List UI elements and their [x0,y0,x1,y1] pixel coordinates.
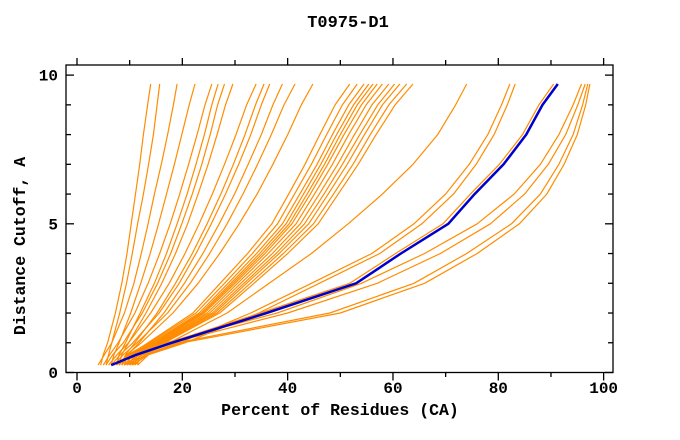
x-tick-label: 20 [173,380,192,398]
x-tick-label: 40 [278,380,297,398]
y-tick-label: 10 [39,68,58,86]
y-tick-label: 0 [48,365,58,383]
highlight-curve [110,83,559,367]
prediction-curve [105,83,226,366]
prediction-curve [116,83,358,366]
x-tick-label: 80 [489,380,508,398]
prediction-curve [137,83,516,366]
prediction-curve [123,83,390,366]
curves-group [97,83,591,367]
prediction-curve [105,83,161,366]
prediction-curve [115,83,219,366]
prediction-curve [123,83,283,366]
axes-frame: 0 20 40 60 80 100 0 5 10 [39,58,618,398]
prediction-curve [97,83,178,366]
prediction-curve [121,83,378,366]
prediction-curve [108,83,257,366]
prediction-curve [100,83,152,366]
prediction-curve [134,83,511,366]
prediction-curve [102,83,213,366]
plot-border [65,64,614,374]
prediction-curve [121,83,265,366]
y-axis-label: Distance Cutoff, A [11,157,30,335]
prediction-curve [118,83,370,366]
x-axis-label: Percent of Residues (CA) [221,401,459,420]
prediction-curve [110,83,196,366]
y-tick-label: 5 [48,216,58,234]
prediction-curve [118,83,314,366]
prediction-curve [113,83,296,366]
prediction-curve [129,83,589,366]
chart-title: T0975-D1 [307,14,389,33]
prediction-curve [131,83,591,366]
x-tick-label: 0 [72,380,82,398]
prediction-curve [110,83,271,366]
prediction-curve [126,83,401,366]
x-tick-label: 100 [589,380,618,398]
x-tick-label: 60 [383,380,402,398]
